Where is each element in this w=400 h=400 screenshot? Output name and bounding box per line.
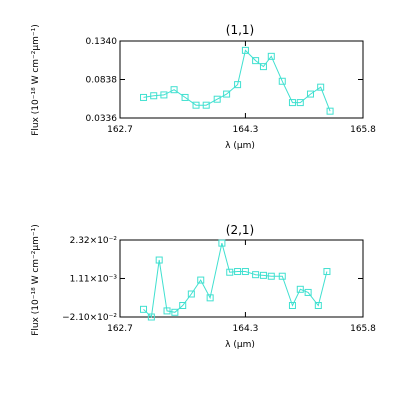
x-tick-label: 165.8 xyxy=(350,125,376,135)
axis-ticks: 162.7 164.3 165.8 −2.10×10⁻² 1.11×10⁻³ 2.32×1… xyxy=(62,236,376,334)
data-point-marker xyxy=(317,83,325,91)
data-point-marker xyxy=(323,268,331,276)
data-point-marker xyxy=(288,302,296,310)
y-tick-label: 0.0838 xyxy=(86,76,118,86)
data-point-marker xyxy=(226,268,234,276)
data-point-marker xyxy=(278,272,286,280)
x-tick-label: 162.7 xyxy=(107,125,133,135)
data-point-marker xyxy=(234,81,242,89)
y-tick-label: 0.1340 xyxy=(86,37,118,47)
chart-panel-2: (2,1) 162.7 164.3 165.8 −2.10×10⁻² 1.11×10⁻³… xyxy=(31,223,376,350)
data-point-marker xyxy=(218,239,226,247)
data-point-marker xyxy=(202,101,210,109)
data-series xyxy=(140,46,334,115)
data-point-marker xyxy=(163,307,171,315)
x-tick-label: 164.3 xyxy=(233,324,259,334)
data-point-marker xyxy=(304,288,312,296)
data-series xyxy=(140,239,331,321)
data-point-marker xyxy=(234,268,242,276)
data-point-marker xyxy=(140,93,148,101)
data-point-marker xyxy=(197,276,205,284)
x-axis-label: λ (μm) xyxy=(225,141,255,151)
chart-title: (1,1) xyxy=(226,23,254,37)
data-point-marker xyxy=(179,302,187,310)
chart-panel-1: (1,1) 162.7 164.3 165.80.03360.08380.1340 … xyxy=(31,23,376,151)
x-tick-label: 165.8 xyxy=(350,324,376,334)
data-point-marker xyxy=(259,271,267,279)
data-point-marker xyxy=(187,290,195,298)
y-tick-label: 2.32×10⁻² xyxy=(70,236,118,246)
y-tick-label: 0.0336 xyxy=(86,114,118,124)
data-point-marker xyxy=(223,90,231,98)
data-point-marker xyxy=(267,52,275,60)
data-point-marker xyxy=(192,101,200,109)
series-line xyxy=(143,242,328,319)
data-point-marker xyxy=(296,99,304,107)
data-point-marker xyxy=(259,63,267,71)
data-point-marker xyxy=(288,99,296,107)
data-point-marker xyxy=(326,107,334,115)
data-point-marker xyxy=(160,91,168,99)
data-point-marker xyxy=(296,285,304,293)
data-point-marker xyxy=(252,271,260,279)
data-point-marker xyxy=(147,313,155,321)
data-point-marker xyxy=(241,46,249,54)
data-point-marker xyxy=(213,95,221,103)
data-point-marker xyxy=(181,93,189,101)
chart-title: (2,1) xyxy=(226,223,254,237)
data-point-marker xyxy=(267,272,275,280)
data-point-marker xyxy=(252,57,260,65)
data-point-marker xyxy=(155,256,163,264)
y-tick-label: −2.10×10⁻² xyxy=(62,313,117,323)
data-point-marker xyxy=(206,294,214,302)
series-line xyxy=(143,49,331,112)
x-axis-label: λ (μm) xyxy=(225,340,255,350)
data-point-marker xyxy=(140,305,148,313)
axis-ticks: 162.7 164.3 165.8 0.0336 0.0838 0.1340 xyxy=(86,37,377,135)
y-axis-label: Flux (10⁻¹⁸ W cm⁻²μm⁻¹) xyxy=(31,24,41,136)
y-tick-label: 1.11×10⁻³ xyxy=(70,274,118,284)
plot-frame xyxy=(119,40,364,119)
x-tick-label: 164.3 xyxy=(233,125,259,135)
x-tick-label: 162.7 xyxy=(107,324,133,334)
data-point-marker xyxy=(171,308,179,316)
data-point-marker xyxy=(170,86,178,94)
data-point-marker xyxy=(278,77,286,85)
data-point-marker xyxy=(306,90,314,98)
y-axis-label: Flux (10⁻¹⁸ W cm⁻²μm⁻¹) xyxy=(31,224,41,336)
data-point-marker xyxy=(314,302,322,310)
data-point-marker xyxy=(150,92,158,100)
data-point-marker xyxy=(241,268,249,276)
